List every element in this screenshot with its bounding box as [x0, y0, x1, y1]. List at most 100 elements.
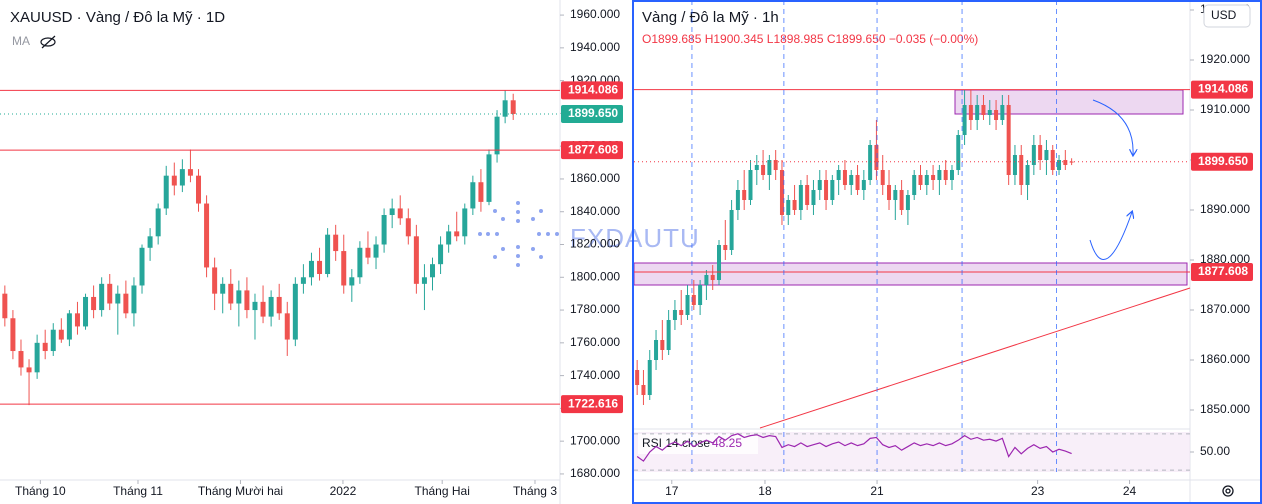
y-tick-label: 1890.000 [1200, 202, 1250, 216]
x-tick-label: 23 [1031, 484, 1045, 498]
y-tick-label: 1680.000 [570, 466, 620, 480]
x-tick-label: Tháng Mười hai [198, 484, 283, 498]
plot-area [634, 89, 1190, 405]
y-tick-label: 1800.000 [570, 269, 620, 283]
candle-body [163, 175, 169, 209]
candle-body [123, 293, 129, 314]
candle-body [502, 100, 508, 117]
candle-body [74, 313, 80, 327]
candle-body [824, 180, 829, 200]
candle-body [975, 105, 980, 120]
price-label-box [561, 141, 623, 160]
candle-body [874, 145, 879, 170]
x-tick-label: 17 [665, 484, 679, 498]
y-tick-label: 1920.000 [1200, 52, 1250, 66]
candle-body [735, 190, 740, 210]
candle-body [179, 169, 185, 186]
candle-body [292, 283, 298, 340]
candle-body [308, 260, 314, 278]
candle-body [1012, 155, 1017, 175]
candle-body [842, 170, 847, 185]
price-label: 1899.650 [568, 106, 618, 120]
candle-body [987, 110, 992, 115]
x-tick-label: Tháng 11 [113, 484, 163, 498]
candle-body [767, 160, 772, 175]
y-tick-label: 1960.000 [570, 7, 620, 21]
candle-body [1050, 150, 1055, 170]
candle-body [147, 236, 153, 248]
candle-body [1063, 160, 1068, 165]
candle-body [849, 175, 854, 185]
hide-icon[interactable] [40, 35, 56, 49]
price-label: 1722.616 [568, 396, 618, 410]
candle-body [641, 385, 646, 395]
candle-body [817, 180, 822, 190]
y-tick-label: 50.00 [1200, 444, 1230, 458]
selected-pane-border [632, 0, 1262, 504]
candle-body [478, 182, 484, 202]
candle-body [672, 310, 677, 320]
candle-body [357, 247, 363, 278]
y-tick-label: 1820.000 [570, 237, 620, 251]
trend-line [759, 287, 1191, 429]
candle-body [924, 175, 929, 185]
candle-body [397, 208, 403, 219]
y-tick-label: 1850.000 [1200, 402, 1250, 416]
candle-body [260, 301, 266, 317]
candle-body [486, 154, 492, 202]
candle-body [660, 340, 665, 350]
candle-body [994, 110, 999, 120]
candle-body [26, 367, 32, 373]
candle-body [685, 295, 690, 315]
candle-body [42, 342, 48, 352]
currency-button[interactable] [1203, 4, 1251, 28]
candle-body [635, 370, 640, 385]
candle-body [405, 218, 411, 237]
ohlc-label: O1899.685 H1900.345 L1898.985 C1899.650 … [642, 32, 978, 46]
candle-body [931, 175, 936, 180]
candle-body [1038, 145, 1043, 160]
arrow [1089, 212, 1132, 260]
price-label: 1914.086 [1198, 82, 1248, 96]
candle-body [962, 105, 967, 135]
candle-body [212, 267, 218, 294]
x-tick-label: 18 [758, 484, 772, 498]
y-tick-label: 1700.000 [570, 433, 620, 447]
candle-body [912, 175, 917, 195]
candle-body [937, 170, 942, 180]
chart-title: Vàng / Đô la Mỹ · 1h [642, 9, 779, 26]
watermark: FXDAUTU [570, 223, 700, 253]
settings-icon[interactable] [1222, 485, 1234, 497]
candle-body [155, 208, 161, 237]
y-tick-label: 1860.000 [570, 171, 620, 185]
y-tick-label: 1840.000 [570, 204, 620, 218]
candle-body [196, 175, 202, 204]
candle-body [139, 247, 145, 286]
candle-body [494, 116, 500, 155]
candle-body [446, 231, 452, 245]
candle-body [956, 135, 961, 170]
candle-body [918, 175, 923, 185]
candle-body [761, 165, 766, 175]
candle-body [1069, 161, 1074, 163]
candle-body [107, 283, 113, 304]
candle-body [268, 296, 274, 317]
candle-body [373, 244, 379, 258]
candle-body [805, 185, 810, 205]
candle-body [66, 313, 72, 340]
candle-body [131, 285, 137, 314]
price-label-box [561, 104, 623, 123]
candle-body [381, 215, 387, 245]
y-tick-label: 1860.000 [1200, 352, 1250, 366]
candle-body [748, 170, 753, 200]
y-tick-label: 1780.000 [570, 302, 620, 316]
candle-body [58, 329, 64, 340]
candle-body [792, 200, 797, 210]
candle-body [773, 160, 778, 170]
candle-body [99, 283, 105, 311]
candle-body [880, 170, 885, 185]
candle-body [698, 285, 703, 305]
candle-body [647, 360, 652, 395]
candle-body [171, 175, 177, 186]
price-label-box [1191, 80, 1253, 99]
